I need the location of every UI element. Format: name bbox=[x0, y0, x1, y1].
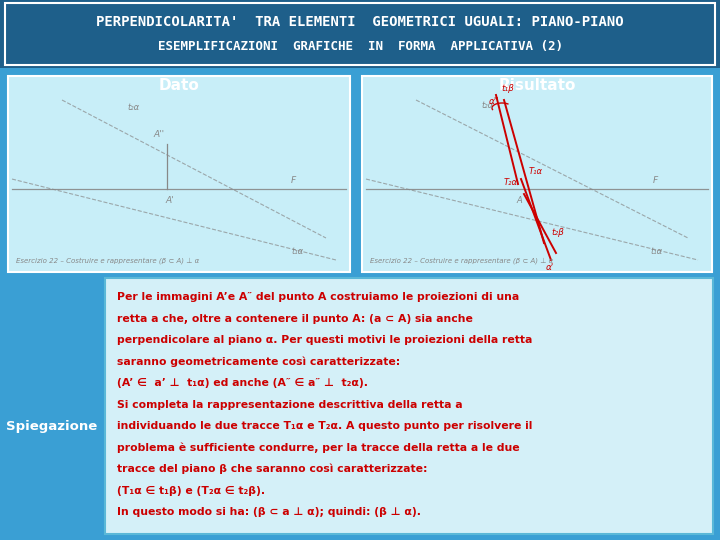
Text: T₁α: T₁α bbox=[528, 167, 543, 177]
Text: retta a che, oltre a contenere il punto A: (a ⊂ A) sia anche: retta a che, oltre a contenere il punto … bbox=[117, 314, 473, 323]
Text: In questo modo si ha: (β ⊂ a ⊥ α); quindi: (β ⊥ α).: In questo modo si ha: (β ⊂ a ⊥ α); quind… bbox=[117, 507, 421, 517]
Text: t₂β: t₂β bbox=[551, 228, 564, 237]
Text: (T₁α ∈ t₁β) e (T₂α ∈ t₂β).: (T₁α ∈ t₁β) e (T₂α ∈ t₂β). bbox=[117, 485, 265, 496]
Text: (A’ ∈  a’ ⊥  t₁α) ed anche (A″ ∈ a″ ⊥  t₂α).: (A’ ∈ a’ ⊥ t₁α) ed anche (A″ ∈ a″ ⊥ t₂α)… bbox=[117, 378, 368, 388]
Bar bbox=[362, 76, 712, 272]
Text: Si completa la rappresentazione descrittiva della retta a: Si completa la rappresentazione descritt… bbox=[117, 400, 463, 409]
Text: ESEMPLIFICAZIONI  GRAFICHE  IN  FORMA  APPLICATIVA (2): ESEMPLIFICAZIONI GRAFICHE IN FORMA APPLI… bbox=[158, 40, 562, 53]
Bar bbox=[5, 3, 715, 65]
Text: A: A bbox=[516, 196, 522, 205]
Text: α': α' bbox=[546, 263, 554, 272]
Text: individuando le due tracce T₁α e T₂α. A questo punto per risolvere il: individuando le due tracce T₁α e T₂α. A … bbox=[117, 421, 532, 431]
Text: A'': A'' bbox=[153, 130, 164, 139]
Text: F: F bbox=[653, 176, 658, 185]
Bar bbox=[105, 278, 713, 534]
Text: F: F bbox=[291, 176, 296, 185]
Text: tracce del piano β che saranno così caratterizzate:: tracce del piano β che saranno così cara… bbox=[117, 464, 428, 475]
Text: A': A' bbox=[165, 196, 174, 205]
Text: t₁α: t₁α bbox=[291, 247, 303, 256]
Text: Esercizio 22 – Costruire e rappresentare (β ⊂ A) ⊥ α: Esercizio 22 – Costruire e rappresentare… bbox=[370, 258, 553, 264]
Text: Dato: Dato bbox=[158, 78, 199, 93]
Text: PERPENDICOLARITA'  TRA ELEMENTI  GEOMETRICI UGUALI: PIANO-PIANO: PERPENDICOLARITA' TRA ELEMENTI GEOMETRIC… bbox=[96, 15, 624, 29]
Text: t₂α: t₂α bbox=[127, 103, 139, 112]
Text: t₁α: t₁α bbox=[650, 247, 662, 256]
Text: α'': α'' bbox=[489, 97, 500, 106]
Bar bbox=[0, 0, 720, 68]
Text: t₂α: t₂α bbox=[481, 101, 493, 110]
Text: saranno geometricamente così caratterizzate:: saranno geometricamente così caratterizz… bbox=[117, 356, 400, 367]
Text: Esercizio 22 – Costruire e rappresentare (β ⊂ A) ⊥ α: Esercizio 22 – Costruire e rappresentare… bbox=[16, 258, 199, 264]
Text: T₂α: T₂α bbox=[504, 178, 518, 187]
Text: problema è sufficiente condurre, per la tracce della retta a le due: problema è sufficiente condurre, per la … bbox=[117, 442, 520, 453]
Text: t₁β: t₁β bbox=[501, 84, 514, 93]
Text: Per le immagini A’e A″ del punto A costruiamo le proiezioni di una: Per le immagini A’e A″ del punto A costr… bbox=[117, 292, 519, 302]
Text: perpendicolare al piano α. Per questi motivi le proiezioni della retta: perpendicolare al piano α. Per questi mo… bbox=[117, 335, 532, 345]
Text: Spiegazione: Spiegazione bbox=[6, 420, 98, 433]
Text: Risultato: Risultato bbox=[498, 78, 576, 93]
Bar bbox=[8, 76, 350, 272]
